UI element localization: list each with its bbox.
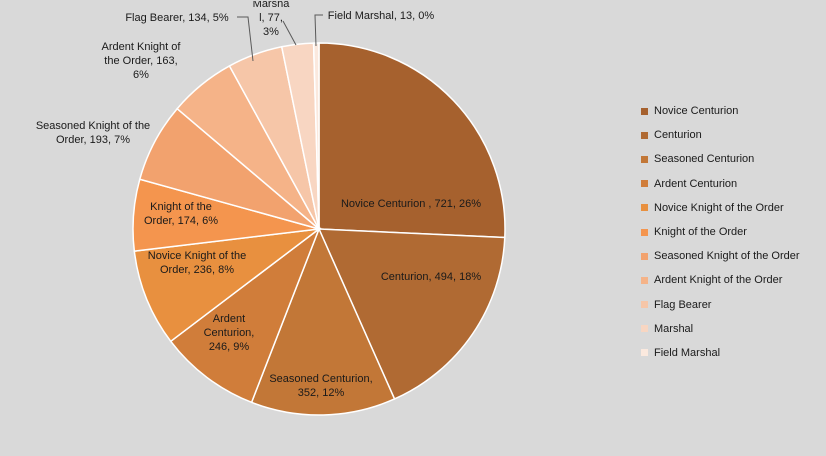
data-label-seasoned-knight-of-the-order: Seasoned Knight of the Order, 193, 7%	[36, 120, 150, 146]
slice-centurion	[317, 228, 506, 400]
legend-label: Flag Bearer	[654, 298, 712, 311]
legend-label: Ardent Centurion	[654, 177, 738, 190]
data-label-field-marshal: Field Marshal, 13, 0%	[328, 10, 435, 22]
leader-line-marshal	[282, 20, 297, 46]
legend-item-seasoned-knight-of-the-order: Seasoned Knight of the Order	[641, 244, 800, 268]
legend-item-seasoned-centurion: Seasoned Centurion	[641, 147, 800, 171]
legend-swatch	[641, 155, 648, 163]
legend-label: Novice Knight of the Order	[654, 201, 784, 214]
legend-label: Seasoned Centurion	[654, 153, 755, 166]
slice-novice-knight-of-the-order	[133, 227, 322, 343]
legend-label: Novice Centurion	[654, 105, 739, 118]
data-label-seasoned-centurion: Seasoned Centurion, 352, 12%	[269, 373, 372, 399]
legend: Novice Centurion Centurion Seasoned Centur…	[641, 99, 800, 365]
slice-novice-centurion	[318, 42, 506, 239]
legend-item-novice-knight-of-the-order: Novice Knight of the Order	[641, 196, 800, 220]
legend-label: Knight of the Order	[654, 226, 747, 239]
legend-item-ardent-knight-of-the-order: Ardent Knight of the Order	[641, 268, 800, 292]
leader-line-field-marshal	[314, 14, 323, 47]
data-label-novice-centurion: Novice Centurion , 721, 26%	[341, 198, 481, 210]
data-label-ardent-centurion: Ardent Centurion, 246, 9%	[204, 313, 255, 353]
legend-label: Ardent Knight of the Order	[654, 274, 783, 287]
legend-item-field-marshal: Field Marshal	[641, 341, 800, 365]
legend-item-knight-of-the-order: Knight of the Order	[641, 220, 800, 244]
legend-item-flag-bearer: Flag Bearer	[641, 293, 800, 317]
legend-swatch	[641, 180, 648, 188]
legend-item-marshal: Marshal	[641, 317, 800, 341]
slice-ardent-centurion	[169, 226, 321, 404]
legend-swatch	[641, 276, 648, 284]
data-label-novice-knight-of-the-order: Novice Knight of the Order, 236, 8%	[148, 250, 246, 276]
legend-label: Marshal	[654, 322, 694, 335]
legend-swatch	[641, 301, 648, 309]
legend-item-centurion: Centurion	[641, 123, 800, 147]
data-label-flag-bearer: Flag Bearer, 134, 5%	[125, 12, 229, 24]
legend-item-novice-centurion: Novice Centurion	[641, 99, 800, 123]
legend-label: Field Marshal	[654, 346, 721, 359]
data-label-knight-of-the-order: Knight of the Order, 174, 6%	[144, 201, 218, 227]
legend-swatch	[641, 228, 648, 236]
legend-label: Centurion	[654, 129, 702, 142]
legend-swatch	[641, 107, 648, 115]
slice-seasoned-centurion	[250, 227, 396, 416]
legend-swatch	[641, 131, 648, 139]
data-label-marshal: Marsha l, 77, 3%	[253, 1, 291, 38]
legend-swatch	[641, 349, 648, 357]
data-label-ardent-knight-of-the-order: Ardent Knight of the Order, 163, 6%	[102, 41, 182, 81]
legend-swatch	[641, 252, 648, 260]
legend-item-ardent-centurion: Ardent Centurion	[641, 172, 800, 196]
legend-swatch	[641, 204, 648, 212]
data-label-centurion: Centurion, 494, 18%	[381, 271, 482, 283]
legend-label: Seasoned Knight of the Order	[654, 250, 800, 263]
legend-swatch	[641, 325, 648, 333]
leader-line-flag-bearer	[237, 16, 254, 62]
